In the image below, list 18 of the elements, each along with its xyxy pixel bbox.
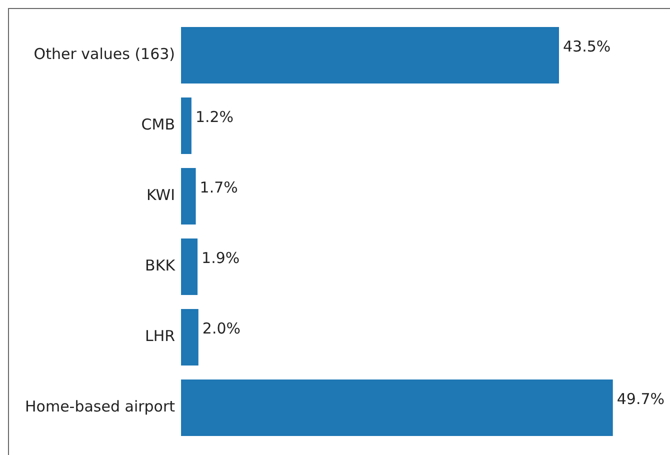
bar — [181, 380, 613, 436]
y-tick-label: KWI — [146, 186, 176, 204]
bar — [181, 238, 198, 295]
bar — [181, 309, 198, 366]
data-label: 1.2% — [195, 108, 234, 126]
y-tick-label: LHR — [144, 327, 176, 346]
data-label: 2.0% — [202, 320, 241, 338]
bar — [181, 98, 192, 154]
y-tick-label: CMB — [141, 116, 176, 134]
y-tick-label: BKK — [145, 256, 176, 275]
data-label: 43.5% — [562, 38, 611, 56]
y-tick-label: Other values (163) — [34, 45, 176, 64]
data-label: 1.9% — [202, 249, 240, 268]
y-tick-label: Home-based airport — [25, 398, 176, 416]
bar — [181, 27, 559, 84]
data-label: 1.7% — [200, 178, 238, 197]
bar — [181, 168, 196, 224]
data-label: 49.7% — [616, 390, 665, 408]
